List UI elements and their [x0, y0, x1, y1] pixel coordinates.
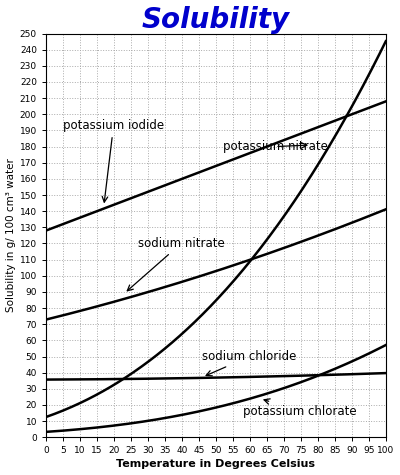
- Text: sodium nitrate: sodium nitrate: [127, 237, 224, 291]
- Title: Solubility: Solubility: [142, 6, 290, 34]
- Text: sodium chloride: sodium chloride: [202, 350, 297, 376]
- Text: potassium nitrate: potassium nitrate: [223, 140, 328, 153]
- Text: potassium iodide: potassium iodide: [63, 119, 164, 202]
- Text: potassium chlorate: potassium chlorate: [243, 399, 357, 418]
- X-axis label: Temperature in Degrees Celsius: Temperature in Degrees Celsius: [116, 459, 316, 469]
- Y-axis label: Solubility in g/ 100 cm³ water: Solubility in g/ 100 cm³ water: [6, 159, 16, 313]
